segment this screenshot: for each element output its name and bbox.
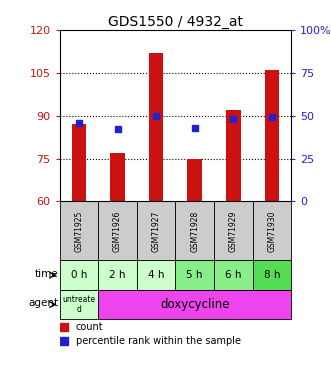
Text: GSM71925: GSM71925	[74, 210, 83, 252]
Text: untreate
d: untreate d	[62, 295, 95, 314]
Bar	[98, 290, 291, 319]
Bar	[253, 201, 291, 260]
Bar	[265, 70, 279, 201]
Text: 8 h: 8 h	[264, 270, 280, 280]
Text: percentile rank within the sample: percentile rank within the sample	[76, 336, 241, 346]
Bar	[226, 110, 241, 201]
Text: GSM71928: GSM71928	[190, 210, 199, 252]
Bar	[214, 260, 253, 290]
Text: GSM71930: GSM71930	[267, 210, 276, 252]
Text: 2 h: 2 h	[109, 270, 126, 280]
Title: GDS1550 / 4932_at: GDS1550 / 4932_at	[108, 15, 243, 29]
Bar	[98, 201, 137, 260]
Text: time: time	[35, 268, 59, 279]
Bar	[60, 290, 98, 319]
Text: GSM71927: GSM71927	[152, 210, 161, 252]
Bar	[253, 260, 291, 290]
Bar	[137, 260, 175, 290]
Text: agent: agent	[29, 298, 59, 308]
Text: GSM71929: GSM71929	[229, 210, 238, 252]
Bar	[149, 53, 164, 201]
Text: count: count	[76, 322, 103, 332]
Text: 4 h: 4 h	[148, 270, 165, 280]
Text: 5 h: 5 h	[186, 270, 203, 280]
Text: GSM71926: GSM71926	[113, 210, 122, 252]
Bar	[175, 201, 214, 260]
Bar	[187, 159, 202, 201]
Bar	[60, 260, 98, 290]
Bar	[110, 153, 125, 201]
Text: 0 h: 0 h	[71, 270, 87, 280]
Bar	[175, 260, 214, 290]
Text: doxycycline: doxycycline	[160, 298, 229, 311]
Bar	[71, 124, 86, 201]
Text: 6 h: 6 h	[225, 270, 242, 280]
Bar	[214, 201, 253, 260]
Bar	[98, 260, 137, 290]
Bar	[60, 201, 98, 260]
Bar	[137, 201, 175, 260]
